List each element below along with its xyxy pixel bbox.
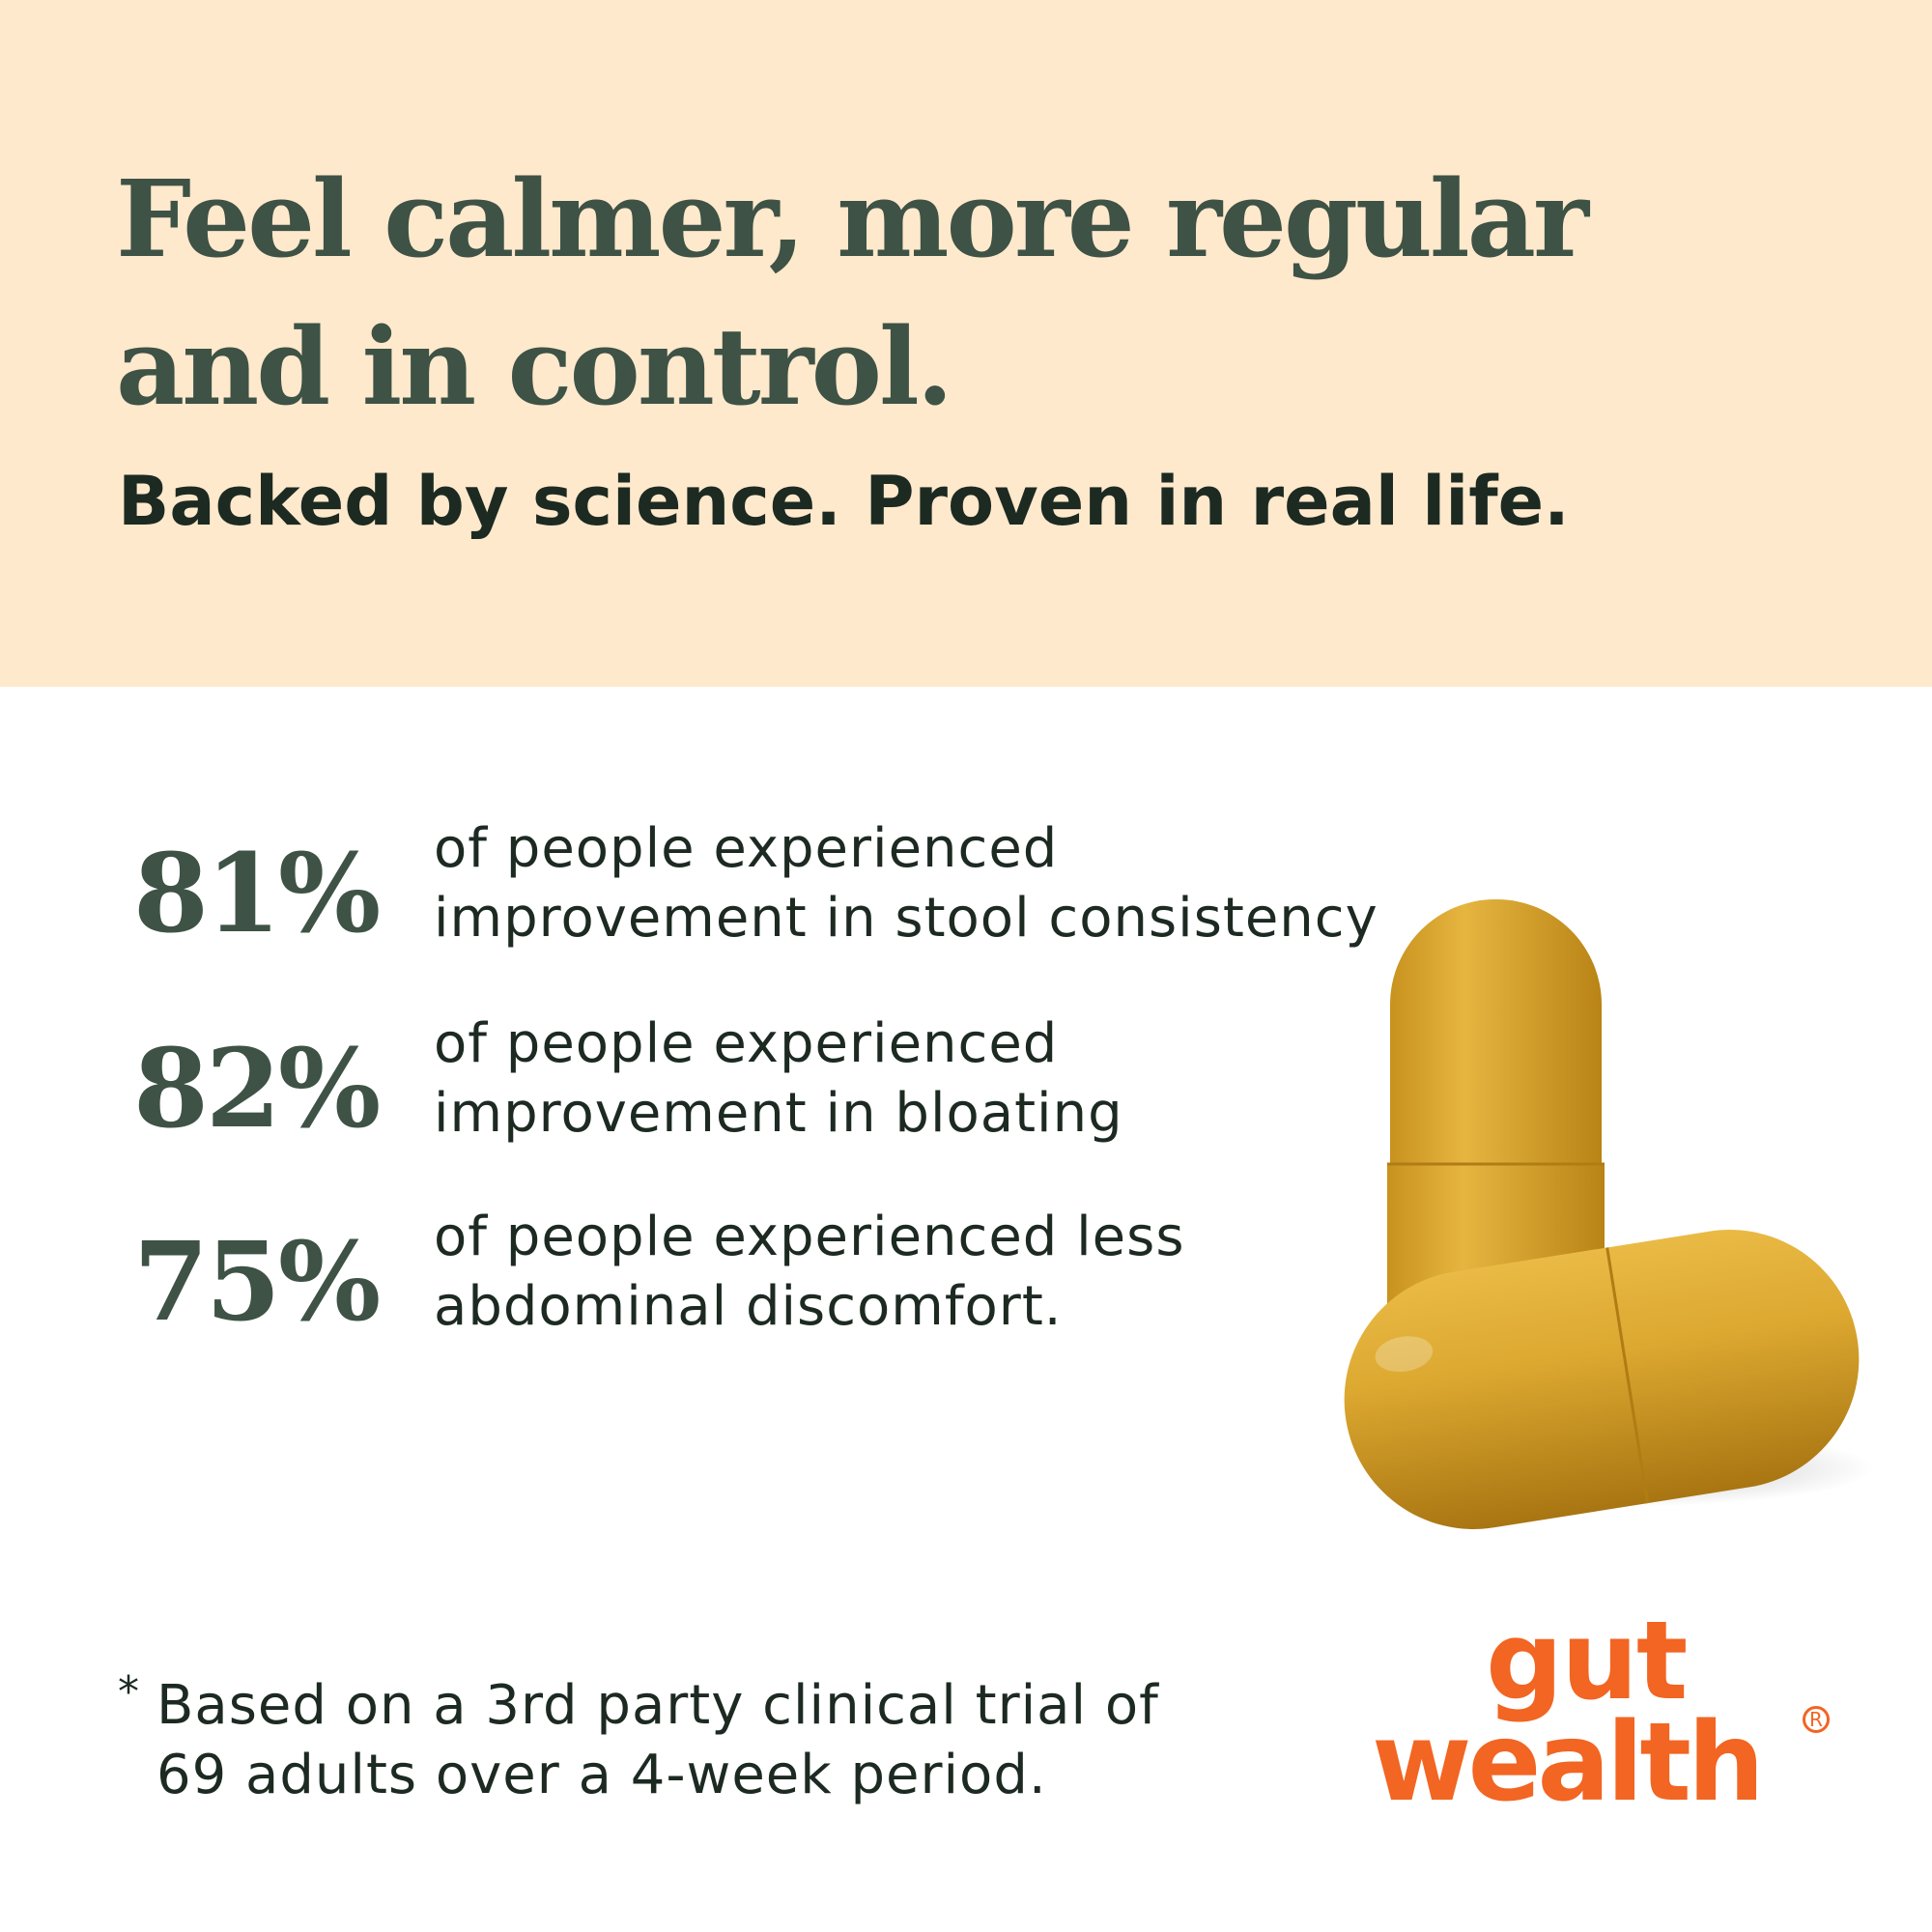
- stat-value: 82%: [133, 1026, 381, 1152]
- stat-description: of people experienced improvement in stoo…: [434, 817, 1378, 950]
- header-band: [0, 0, 1932, 687]
- logo-line-2: wealth: [1372, 1700, 1765, 1826]
- stat-value: 81%: [133, 831, 381, 957]
- headline-line-2: and in control.: [116, 304, 953, 429]
- subtitle: Backed by science. Proven in real life.: [118, 462, 1570, 541]
- footnote-marker: *: [118, 1667, 140, 1717]
- stat-item: 82% of people experienced improvement in …: [133, 1009, 1389, 1154]
- lying-capsule: [1344, 1230, 1860, 1529]
- registered-mark: R: [1803, 1706, 1830, 1733]
- stat-value: 75%: [133, 1219, 381, 1346]
- stat-description: of people experienced less abdominal disc…: [434, 1206, 1185, 1338]
- headline-line-1: Feel calmer, more regular: [116, 156, 1589, 281]
- capsules-image: [1344, 899, 1874, 1529]
- gut-wealth-logo: gut wealth R: [1372, 1599, 1835, 1826]
- logo-line-1: gut: [1486, 1599, 1688, 1724]
- stat-item: 81% of people experienced improvement in …: [133, 814, 1389, 959]
- stat-description: of people experienced improvement in bloa…: [434, 1012, 1123, 1145]
- headline: Feel calmer, more regular and in control.: [116, 145, 1589, 440]
- stat-item: 75% of people experienced less abdominal …: [133, 1203, 1389, 1348]
